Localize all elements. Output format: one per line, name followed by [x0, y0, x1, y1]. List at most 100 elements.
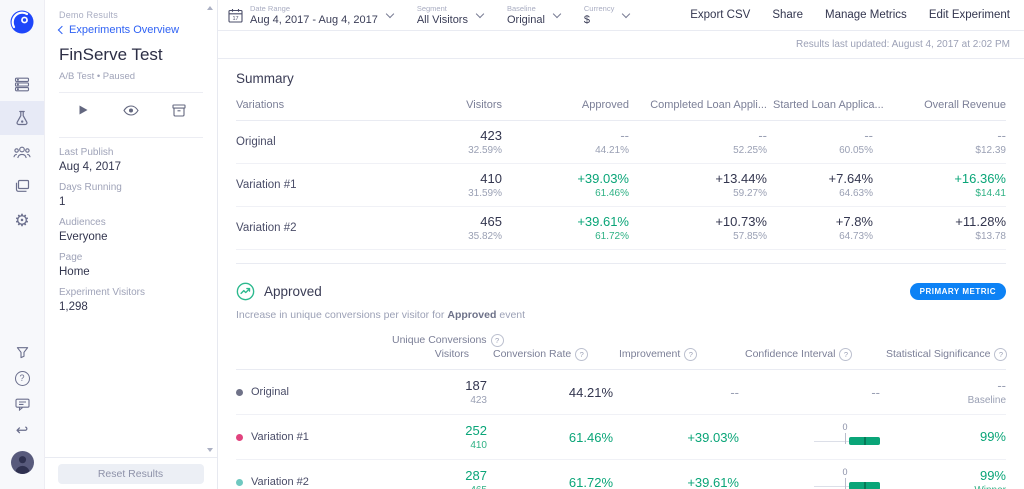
- field-label: Page: [59, 252, 83, 263]
- significance-sub: Winner: [886, 485, 1006, 489]
- play-icon: [79, 105, 88, 115]
- completed-value: +10.73%: [715, 214, 767, 229]
- help-tooltip-icon[interactable]: [994, 347, 1008, 361]
- column-header: Started Loan Applica...: [773, 99, 884, 111]
- last-updated-text: Results last updated: August 4, 2017 at …: [218, 31, 1024, 59]
- unique-conversions-value: 252: [465, 423, 487, 439]
- visitors-value: 410: [480, 171, 502, 186]
- scrollbar-down-icon[interactable]: [207, 448, 213, 452]
- scrollbar-up-icon[interactable]: [207, 6, 213, 10]
- results-main: 17 Date Range Aug 4, 2017 - Aug 4, 2017 …: [218, 0, 1024, 489]
- reset-results-button[interactable]: Reset Results: [57, 463, 204, 484]
- experiment-title: FinServe Test: [59, 45, 163, 64]
- revenue-sub: $12.39: [975, 145, 1006, 156]
- experiment-action-bar: [59, 93, 203, 127]
- series-dot-icon: [236, 478, 243, 486]
- baseline-dropdown[interactable]: Baseline Original: [507, 4, 562, 26]
- visitors-value: 465: [480, 214, 502, 229]
- significance-sub: Baseline: [967, 395, 1006, 407]
- pages-icon: [15, 179, 30, 192]
- approved-sub: 61.46%: [595, 188, 629, 199]
- optimizely-logo-icon[interactable]: [9, 9, 35, 35]
- nav-audiences[interactable]: [0, 135, 44, 169]
- help-tooltip-icon[interactable]: [490, 333, 504, 347]
- interval-zero-tick: [845, 433, 847, 445]
- column-header-label: Improvement: [619, 348, 681, 361]
- metric-title: Approved: [264, 284, 322, 299]
- help-tooltip-icon[interactable]: [684, 347, 698, 361]
- column-header-conversion-rate: Conversion Rate: [493, 347, 613, 361]
- manage-metrics-button[interactable]: Manage Metrics: [825, 9, 907, 21]
- summary-row-variation-1: Variation #1 410 31.59% +39.03% 61.46% +13…: [236, 164, 1006, 207]
- chevron-down-icon: [385, 9, 395, 19]
- help-tooltip-icon[interactable]: [839, 347, 853, 361]
- preview-button[interactable]: [117, 101, 145, 119]
- help-tooltip-icon[interactable]: [575, 347, 589, 361]
- field-label: Experiment Visitors: [59, 287, 145, 298]
- field-value: Everyone: [59, 231, 108, 243]
- filter-label: Segment: [416, 4, 447, 13]
- nav-exit[interactable]: ↩: [0, 417, 44, 443]
- icon-rail: ⚙ ↩: [0, 0, 45, 489]
- improvement-value: +39.61%: [687, 474, 739, 489]
- people-icon: [13, 146, 31, 159]
- project-eyebrow: Demo Results: [59, 10, 118, 20]
- run-button[interactable]: [69, 101, 97, 119]
- flask-icon: [16, 110, 28, 126]
- variation-name: Variation #2: [251, 476, 309, 489]
- nav-feedback[interactable]: [0, 391, 44, 417]
- results-list-icon: [14, 77, 30, 91]
- nav-settings[interactable]: ⚙: [0, 203, 44, 237]
- conversion-rate-value: 44.21%: [568, 384, 613, 400]
- currency-dropdown[interactable]: Currency $: [583, 4, 631, 26]
- field-page: Page Home: [59, 252, 203, 278]
- revenue-value: +11.28%: [955, 214, 1006, 229]
- completed-sub: 52.25%: [733, 145, 767, 156]
- date-range-dropdown[interactable]: 17 Date Range Aug 4, 2017 - Aug 4, 2017: [228, 4, 395, 26]
- confidence-interval-value: --: [871, 384, 880, 400]
- summary-section: Summary Variations Visitors Approved Com…: [218, 59, 1024, 264]
- visitors-value: 423: [480, 128, 502, 143]
- rail-bottom-group: ↩: [0, 339, 44, 443]
- chevron-left-icon: [57, 25, 67, 35]
- variation-name: Variation #1: [251, 431, 309, 444]
- nav-pages[interactable]: [0, 169, 44, 203]
- export-csv-button[interactable]: Export CSV: [690, 9, 751, 21]
- results-topbar: 17 Date Range Aug 4, 2017 - Aug 4, 2017 …: [218, 0, 1024, 31]
- nav-results[interactable]: [0, 67, 44, 101]
- filter-value: $: [583, 14, 591, 26]
- user-avatar[interactable]: [10, 451, 34, 479]
- summary-title: Summary: [236, 71, 294, 86]
- started-value: +7.64%: [828, 171, 873, 186]
- interval-track: [814, 486, 880, 488]
- share-button[interactable]: Share: [772, 9, 803, 21]
- field-audiences: Audiences Everyone: [59, 217, 203, 243]
- field-value: Aug 4, 2017: [59, 161, 122, 173]
- field-label: Days Running: [59, 182, 122, 193]
- approved-value: +39.03%: [577, 171, 629, 186]
- edit-experiment-button[interactable]: Edit Experiment: [928, 9, 1010, 21]
- nav-dev-tools[interactable]: [0, 339, 44, 365]
- archive-button[interactable]: [165, 101, 193, 119]
- started-sub: 64.73%: [839, 231, 873, 242]
- column-header: Visitors: [466, 99, 502, 111]
- experiment-sidebar: Demo Results Experiments Overview FinSer…: [44, 0, 218, 489]
- nav-experiments[interactable]: [0, 101, 44, 135]
- metric-table-header: Unique Conversions Visitors Conversion R…: [236, 333, 1008, 371]
- summary-row-variation-2: Variation #2 465 35.82% +39.61% 61.72% +10…: [236, 207, 1006, 250]
- field-value: 1: [59, 196, 66, 208]
- segment-dropdown[interactable]: Segment All Visitors: [416, 4, 485, 26]
- nav-help[interactable]: [0, 365, 44, 391]
- back-to-experiments-link[interactable]: Experiments Overview: [57, 24, 203, 36]
- primary-metric-badge: PRIMARY METRIC: [909, 283, 1006, 300]
- visitors-sub: 410: [470, 440, 487, 452]
- variation-name: Original: [236, 136, 276, 148]
- metric-description: Increase in unique conversions per visit…: [236, 309, 1006, 321]
- metric-row-variation-1: Variation #1 252 410 61.46% +39.03% 0 99%: [236, 415, 1006, 461]
- interval-zero-tick: [845, 478, 847, 489]
- column-header-line1: Unique Conversions: [392, 334, 487, 346]
- filter-label: Date Range: [250, 4, 291, 13]
- field-last-publish: Last Publish Aug 4, 2017: [59, 147, 203, 173]
- column-header: Approved: [581, 99, 629, 111]
